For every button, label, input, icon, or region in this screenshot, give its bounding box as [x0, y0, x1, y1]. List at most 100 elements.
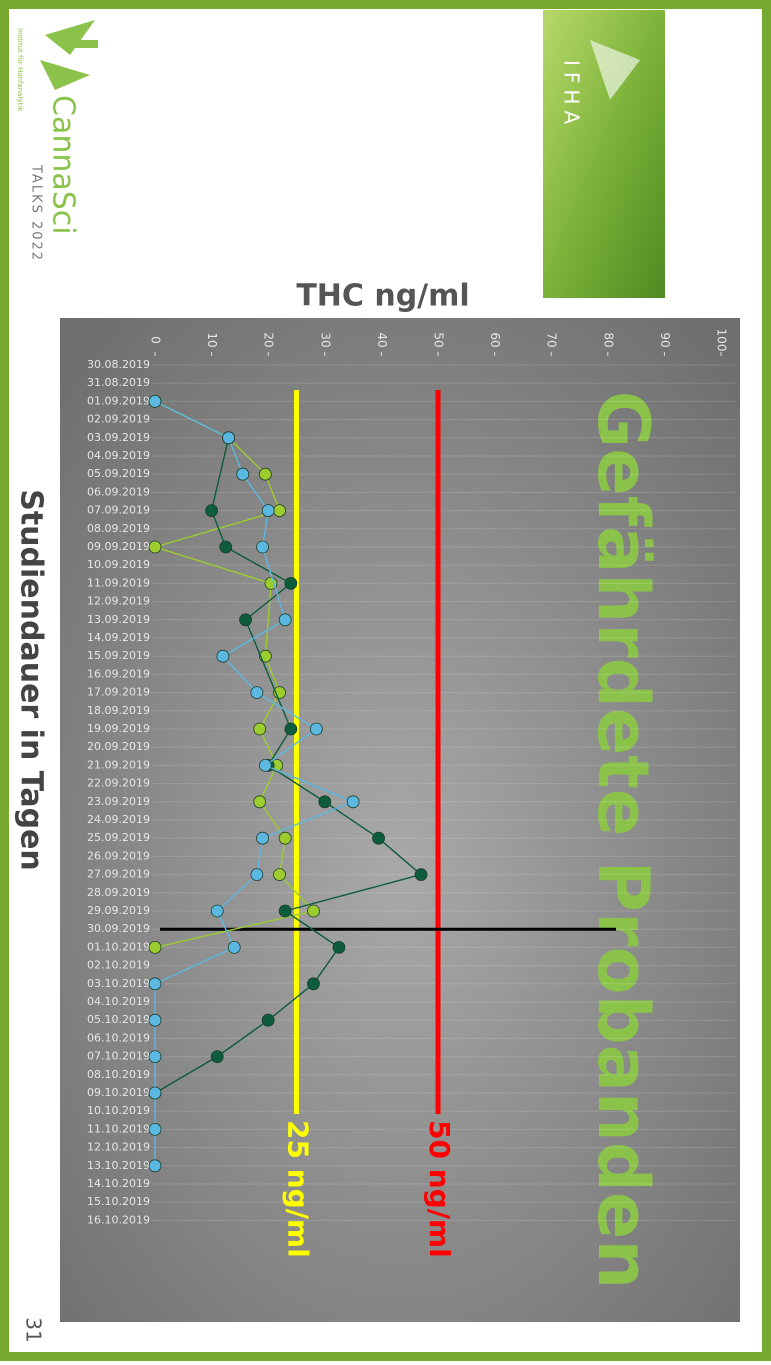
data-point: [211, 1051, 223, 1063]
category-label: 11.09.2019: [87, 576, 150, 589]
category-label: 30.09.2019: [87, 922, 150, 935]
value-axis-title: THC ng/ml: [296, 279, 469, 314]
page-number: 31: [22, 1317, 46, 1342]
data-point: [307, 905, 319, 917]
category-label: 16.10.2019: [87, 1213, 150, 1226]
category-label: 21.09.2019: [87, 758, 150, 771]
category-label: 09.09.2019: [87, 540, 150, 553]
data-point: [149, 941, 161, 953]
badge-text: IFHA: [560, 60, 584, 130]
data-point: [415, 869, 427, 881]
value-tick-label: 20: [262, 332, 276, 347]
slide: Institut für Hanfanalytik CannaSci TALKS…: [0, 0, 771, 1361]
reference-label: 25 ng/ml: [282, 1120, 315, 1258]
category-axis-title: Studiendauer in Tagen: [14, 489, 49, 871]
data-point: [319, 796, 331, 808]
category-label: 04.10.2019: [87, 995, 150, 1008]
data-point: [310, 723, 322, 735]
category-label: 14.10.2019: [87, 1177, 150, 1190]
category-label: 22.09.2019: [87, 777, 150, 790]
data-point: [149, 978, 161, 990]
category-label: 16.09.2019: [87, 667, 150, 680]
chart-title: Gefährdete Probanden: [582, 391, 664, 1289]
value-tick-label: 90: [658, 332, 672, 347]
value-tick-label: 0: [149, 336, 163, 344]
data-point: [211, 905, 223, 917]
data-point: [251, 687, 263, 699]
data-point: [274, 505, 286, 517]
logo-subtitle: TALKS 2022: [29, 164, 44, 262]
data-point: [240, 614, 252, 626]
value-tick-label: 80: [601, 332, 615, 347]
data-point: [237, 468, 249, 480]
value-tick-label: 10: [205, 332, 219, 347]
value-tick-label: 60: [488, 332, 502, 347]
category-label: 20.09.2019: [87, 740, 150, 753]
data-point: [149, 1160, 161, 1172]
data-point: [149, 1087, 161, 1099]
category-label: 03.09.2019: [87, 431, 150, 444]
category-label: 02.10.2019: [87, 959, 150, 972]
data-point: [223, 432, 235, 444]
category-label: 06.10.2019: [87, 1031, 150, 1044]
category-label: 17.09.2019: [87, 686, 150, 699]
data-point: [285, 577, 297, 589]
category-label: 13.09.2019: [87, 613, 150, 626]
category-label: 25.09.2019: [87, 831, 150, 844]
data-point: [259, 759, 271, 771]
data-point: [279, 905, 291, 917]
data-point: [274, 869, 286, 881]
category-label: 26.09.2019: [87, 849, 150, 862]
data-point: [262, 1014, 274, 1026]
category-label: 24.09.2019: [87, 813, 150, 826]
data-point: [279, 832, 291, 844]
data-point: [285, 723, 297, 735]
data-point: [257, 541, 269, 553]
data-point: [220, 541, 232, 553]
data-point: [254, 723, 266, 735]
category-label: 09.10.2019: [87, 1086, 150, 1099]
logo-name: CannaSci: [46, 95, 81, 235]
category-label: 13.10.2019: [87, 1159, 150, 1172]
category-label: 07.10.2019: [87, 1050, 150, 1063]
value-tick-label: 40: [375, 332, 389, 347]
data-point: [217, 650, 229, 662]
data-point: [149, 541, 161, 553]
category-label: 03.10.2019: [87, 977, 150, 990]
category-label: 31.08.2019: [87, 376, 150, 389]
category-label: 19.09.2019: [87, 722, 150, 735]
category-label: 15.09.2019: [87, 649, 150, 662]
data-point: [262, 505, 274, 517]
data-point: [251, 869, 263, 881]
category-label: 05.09.2019: [87, 467, 150, 480]
value-tick-label: 30: [318, 332, 332, 347]
category-label: 05.10.2019: [87, 1013, 150, 1026]
category-label: 02.09.2019: [87, 413, 150, 426]
value-tick-label: 50: [432, 332, 446, 347]
category-label: 08.09.2019: [87, 522, 150, 535]
data-point: [206, 505, 218, 517]
data-point: [279, 614, 291, 626]
category-label: 07.09.2019: [87, 504, 150, 517]
data-point: [228, 941, 240, 953]
category-label: 11.10.2019: [87, 1122, 150, 1135]
category-label: 23.09.2019: [87, 795, 150, 808]
category-label: 12.09.2019: [87, 595, 150, 608]
category-label: 10.10.2019: [87, 1104, 150, 1117]
category-label: 29.09.2019: [87, 904, 150, 917]
category-label: 18.09.2019: [87, 704, 150, 717]
category-label: 12.10.2019: [87, 1141, 150, 1154]
value-tick-label: 70: [545, 332, 559, 347]
data-point: [259, 468, 271, 480]
data-point: [149, 1014, 161, 1026]
category-label: 10.09.2019: [87, 558, 150, 571]
category-label: 27.09.2019: [87, 868, 150, 881]
category-label: 04.09.2019: [87, 449, 150, 462]
category-label: 01.09.2019: [87, 394, 150, 407]
data-point: [149, 395, 161, 407]
category-label: 01.10.2019: [87, 940, 150, 953]
data-point: [333, 941, 345, 953]
logo-institute: Institut für Hanfanalytik: [16, 28, 24, 112]
category-label: 14.09.2019: [87, 631, 150, 644]
data-point: [254, 796, 266, 808]
